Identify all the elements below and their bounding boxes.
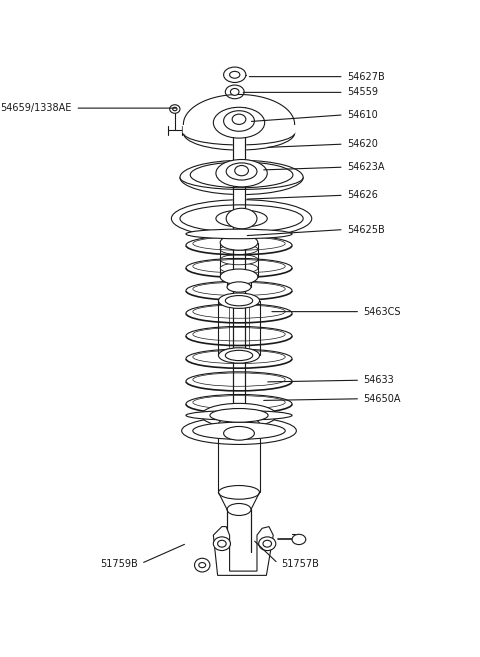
Ellipse shape [213, 107, 264, 138]
Ellipse shape [190, 162, 293, 188]
Ellipse shape [218, 348, 260, 363]
Ellipse shape [227, 282, 251, 292]
Ellipse shape [210, 409, 268, 422]
Ellipse shape [171, 200, 312, 237]
Polygon shape [218, 424, 260, 492]
Ellipse shape [183, 116, 295, 150]
Ellipse shape [199, 562, 205, 568]
Text: 54620: 54620 [347, 139, 378, 149]
Ellipse shape [180, 205, 303, 232]
Ellipse shape [193, 422, 285, 440]
Ellipse shape [224, 67, 246, 83]
Ellipse shape [220, 263, 258, 273]
Ellipse shape [263, 540, 272, 547]
Polygon shape [183, 95, 295, 133]
Ellipse shape [180, 160, 303, 194]
Ellipse shape [226, 208, 257, 229]
Text: 54610: 54610 [347, 110, 378, 120]
Ellipse shape [220, 269, 258, 284]
Text: 54626: 54626 [347, 191, 378, 200]
Polygon shape [213, 527, 273, 576]
Ellipse shape [224, 426, 254, 440]
Polygon shape [227, 509, 251, 553]
Ellipse shape [229, 72, 240, 78]
Ellipse shape [201, 403, 276, 427]
Ellipse shape [232, 114, 246, 124]
Text: 54633: 54633 [364, 375, 395, 385]
Text: 54625B: 54625B [347, 225, 385, 235]
Ellipse shape [181, 417, 296, 444]
Ellipse shape [183, 121, 295, 145]
Ellipse shape [186, 411, 292, 420]
Ellipse shape [170, 104, 180, 113]
Ellipse shape [186, 229, 292, 238]
Ellipse shape [218, 293, 260, 308]
Ellipse shape [227, 503, 251, 516]
Ellipse shape [220, 254, 258, 265]
Ellipse shape [292, 534, 306, 545]
Text: 54659/1338AE: 54659/1338AE [0, 103, 72, 113]
Polygon shape [233, 107, 245, 432]
Ellipse shape [225, 350, 252, 361]
Ellipse shape [194, 558, 210, 572]
Ellipse shape [218, 417, 260, 431]
Ellipse shape [217, 540, 226, 547]
Text: 54559: 54559 [347, 87, 378, 97]
Ellipse shape [216, 210, 267, 227]
Ellipse shape [225, 296, 252, 306]
Ellipse shape [235, 166, 249, 176]
Ellipse shape [220, 235, 258, 250]
Ellipse shape [224, 111, 254, 131]
Ellipse shape [220, 244, 258, 254]
Text: 54627B: 54627B [347, 72, 385, 81]
Ellipse shape [226, 163, 257, 180]
Ellipse shape [225, 85, 244, 99]
Ellipse shape [230, 89, 239, 95]
Text: 51757B: 51757B [281, 558, 319, 568]
Ellipse shape [216, 160, 267, 187]
Text: 5463CS: 5463CS [364, 307, 401, 317]
Ellipse shape [259, 537, 276, 551]
Ellipse shape [173, 107, 177, 111]
Text: 54650A: 54650A [364, 394, 401, 404]
Ellipse shape [218, 486, 260, 499]
Text: 54623A: 54623A [347, 162, 384, 172]
Ellipse shape [213, 537, 230, 551]
Text: 51759B: 51759B [100, 558, 138, 568]
